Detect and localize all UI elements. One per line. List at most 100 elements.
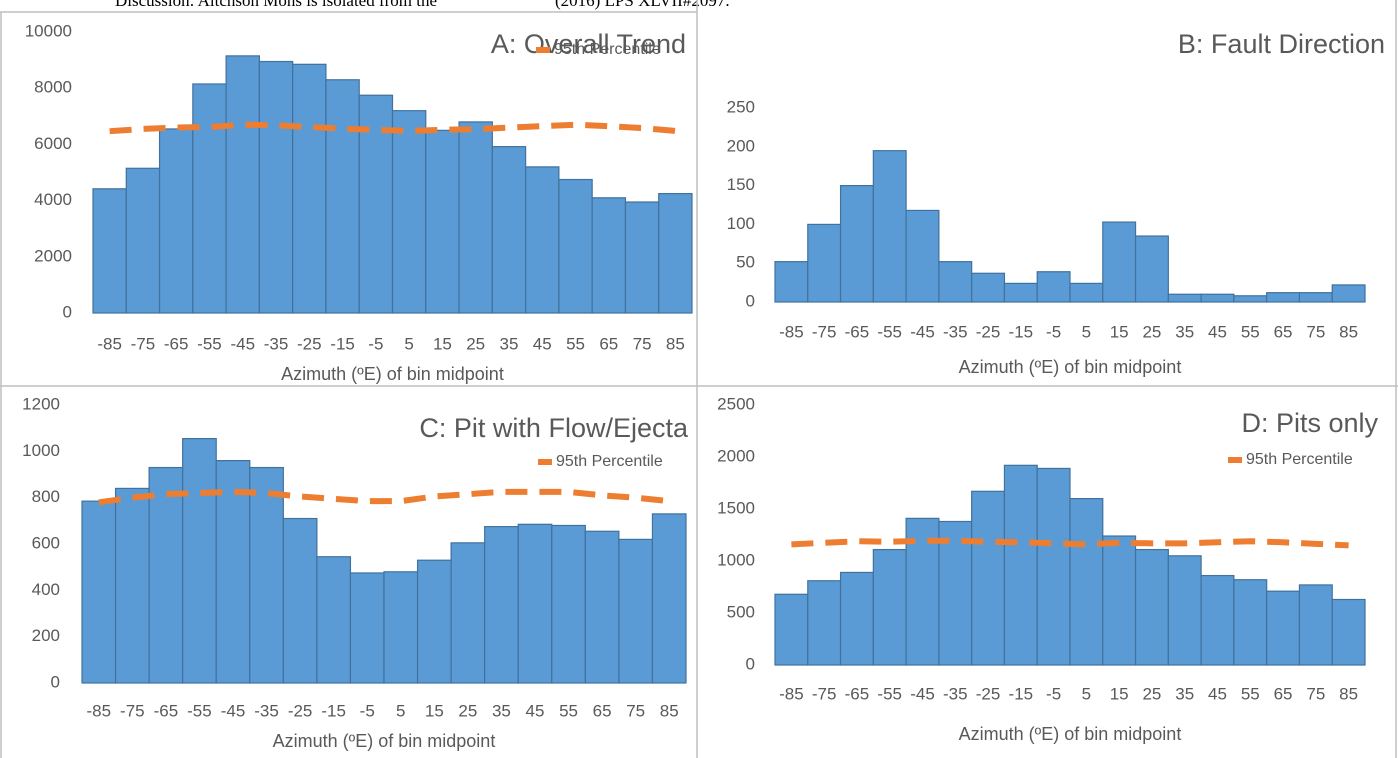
x-tick-label: 55 [566, 334, 585, 353]
chart-title: A: Overall Trend [491, 29, 686, 59]
bar [416, 559, 452, 684]
x-tick-label: -5 [368, 334, 383, 353]
x-tick-label: 5 [396, 701, 405, 720]
bar [316, 556, 352, 684]
x-tick-label: 45 [1208, 684, 1227, 703]
bar [1167, 555, 1202, 666]
bar [938, 261, 973, 303]
bar [114, 487, 150, 684]
y-tick-label: 0 [746, 654, 755, 673]
x-tick-label: 65 [1274, 322, 1293, 341]
x-tick-label: -15 [1009, 322, 1034, 341]
y-tick-label: 150 [727, 175, 755, 194]
x-tick-label: 55 [559, 701, 578, 720]
x-tick-label: -25 [297, 334, 322, 353]
header-right: (2016) LPS XLVII#2097. [555, 0, 730, 10]
x-tick-label: 65 [599, 334, 618, 353]
bar [839, 571, 874, 666]
x-tick-label: -55 [197, 334, 222, 353]
x-tick-label: -5 [360, 701, 375, 720]
x-axis-title: Azimuth (ºE) of bin midpoint [959, 724, 1182, 744]
x-tick-label: 5 [404, 334, 413, 353]
bar [192, 83, 227, 314]
chart-title: D: Pits only [1241, 408, 1378, 438]
percentile-line [98, 488, 670, 506]
bar [658, 192, 693, 314]
y-tick-label: 2000 [717, 446, 755, 465]
bar [158, 128, 194, 314]
bar [551, 524, 586, 684]
chart-title: C: Pit with Flow/Ejecta [419, 413, 689, 443]
bar [584, 530, 620, 684]
bar [81, 500, 117, 684]
x-tick-label: 45 [526, 701, 545, 720]
x-tick-label: -45 [230, 334, 255, 353]
bar [618, 538, 654, 684]
bar [391, 110, 427, 314]
bar [325, 79, 360, 314]
x-tick-label: 75 [633, 334, 652, 353]
bar [1134, 548, 1169, 666]
y-tick-label: 250 [727, 97, 755, 116]
bar [774, 261, 809, 303]
bar [125, 167, 161, 314]
bar [148, 466, 184, 684]
y-tick-label: 200 [727, 136, 755, 155]
x-tick-label: -75 [812, 684, 837, 703]
x-tick-label: -85 [779, 684, 804, 703]
bar [458, 121, 493, 314]
x-tick-label: 25 [458, 701, 477, 720]
x-tick-label: -55 [877, 322, 902, 341]
bar [1102, 221, 1137, 303]
bar [1003, 464, 1038, 666]
bar [1134, 235, 1169, 303]
bar [484, 526, 519, 684]
x-tick-label: -15 [1009, 684, 1034, 703]
x-tick-label: 65 [1274, 684, 1293, 703]
bar [491, 146, 527, 314]
x-tick-label: 85 [660, 701, 679, 720]
bar [905, 209, 940, 303]
bar [1266, 292, 1301, 303]
x-axis-title: Azimuth (ºE) of bin midpoint [281, 364, 504, 384]
x-tick-label: -15 [321, 701, 346, 720]
x-tick-label: -25 [288, 701, 313, 720]
y-tick-label: 500 [727, 602, 755, 621]
bar [1167, 293, 1202, 303]
y-tick-label: 200 [32, 626, 60, 645]
y-tick-label: 400 [32, 580, 60, 599]
x-tick-label: -85 [779, 322, 804, 341]
x-tick-label: 25 [466, 334, 485, 353]
bar [249, 466, 284, 684]
x-tick-label: 75 [1306, 684, 1325, 703]
x-tick-label: 85 [666, 334, 685, 353]
x-tick-label: -25 [976, 322, 1001, 341]
bar [1331, 284, 1366, 303]
bar [971, 490, 1006, 666]
x-tick-label: -25 [976, 684, 1001, 703]
x-tick-label: -85 [97, 334, 122, 353]
bar [1298, 292, 1333, 303]
y-tick-label: 0 [63, 302, 72, 321]
x-tick-label: 15 [1110, 322, 1129, 341]
bar [872, 548, 907, 666]
y-tick-label: 2500 [717, 394, 755, 413]
header-left: Discussion: Aitchson Mons is isolated fr… [115, 0, 437, 10]
bar [807, 223, 842, 303]
bar [839, 185, 874, 303]
x-tick-label: -85 [86, 701, 111, 720]
bar [225, 55, 260, 314]
x-tick-label: -75 [812, 322, 837, 341]
x-tick-label: 85 [1339, 322, 1358, 341]
x-tick-label: 45 [1208, 322, 1227, 341]
x-axis-title: Azimuth (ºE) of bin midpoint [273, 731, 496, 751]
legend-label: 95th Percentile [554, 41, 661, 58]
bar [807, 580, 842, 666]
x-tick-label: -55 [187, 701, 212, 720]
y-tick-label: 0 [746, 291, 755, 310]
x-tick-label: -35 [943, 684, 968, 703]
bar [558, 178, 593, 314]
bar [92, 188, 127, 314]
